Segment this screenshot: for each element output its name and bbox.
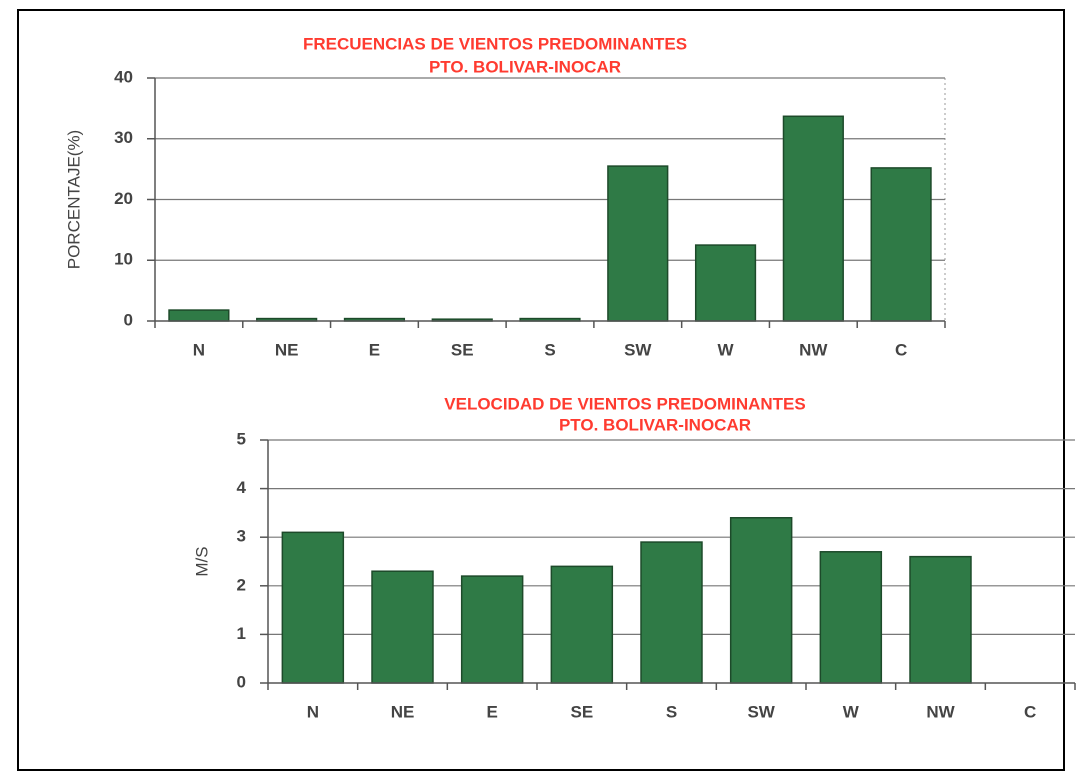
y-tick-label: 20 bbox=[114, 189, 133, 208]
x-tick-label: S bbox=[544, 340, 555, 359]
chart-subtitle: PTO. BOLIVAR-INOCAR bbox=[559, 415, 751, 434]
bar bbox=[640, 541, 703, 684]
bar bbox=[819, 551, 883, 684]
bar bbox=[168, 309, 230, 322]
y-tick-label: 3 bbox=[237, 527, 246, 546]
y-tick-label: 0 bbox=[124, 310, 133, 329]
bar bbox=[371, 570, 434, 684]
y-tick-label: 40 bbox=[114, 67, 133, 86]
chart-title: FRECUENCIAS DE VIENTOS PREDOMINANTES bbox=[303, 34, 687, 53]
y-tick-label: 5 bbox=[237, 429, 246, 448]
x-tick-label: N bbox=[193, 340, 205, 359]
x-tick-label: SW bbox=[624, 340, 652, 359]
x-tick-label: SW bbox=[747, 702, 775, 721]
y-tick-label: 30 bbox=[114, 128, 133, 147]
bar bbox=[729, 517, 793, 684]
x-tick-label: SE bbox=[570, 702, 593, 721]
x-tick-label: S bbox=[666, 702, 677, 721]
bar bbox=[694, 244, 757, 322]
x-tick-label: C bbox=[895, 340, 907, 359]
y-tick-label: 1 bbox=[237, 624, 246, 643]
chart-subtitle: PTO. BOLIVAR-INOCAR bbox=[429, 57, 621, 76]
x-tick-label: E bbox=[486, 702, 497, 721]
bar bbox=[870, 167, 932, 322]
x-tick-label: N bbox=[307, 702, 319, 721]
y-tick-label: 10 bbox=[114, 250, 133, 269]
bar bbox=[607, 165, 669, 322]
bar bbox=[460, 575, 524, 684]
y-tick-label: 4 bbox=[237, 478, 247, 497]
x-tick-label: W bbox=[843, 702, 860, 721]
x-tick-label: NW bbox=[926, 702, 955, 721]
x-tick-label: W bbox=[718, 340, 735, 359]
y-axis-label: M/S bbox=[192, 546, 211, 576]
bar bbox=[281, 531, 345, 684]
x-tick-label: SE bbox=[451, 340, 474, 359]
x-tick-label: NE bbox=[275, 340, 299, 359]
y-tick-label: 2 bbox=[237, 575, 246, 594]
bar bbox=[909, 555, 972, 684]
x-tick-label: E bbox=[369, 340, 380, 359]
x-tick-label: C bbox=[1024, 702, 1036, 721]
x-tick-label: NE bbox=[391, 702, 415, 721]
frame bbox=[17, 9, 1065, 771]
x-tick-label: NW bbox=[799, 340, 828, 359]
bar bbox=[782, 115, 844, 322]
y-axis-label: PORCENTAJE(%) bbox=[64, 130, 83, 269]
bar bbox=[550, 565, 614, 684]
chart-title: VELOCIDAD DE VIENTOS PREDOMINANTES bbox=[444, 394, 805, 413]
y-tick-label: 0 bbox=[237, 672, 246, 691]
